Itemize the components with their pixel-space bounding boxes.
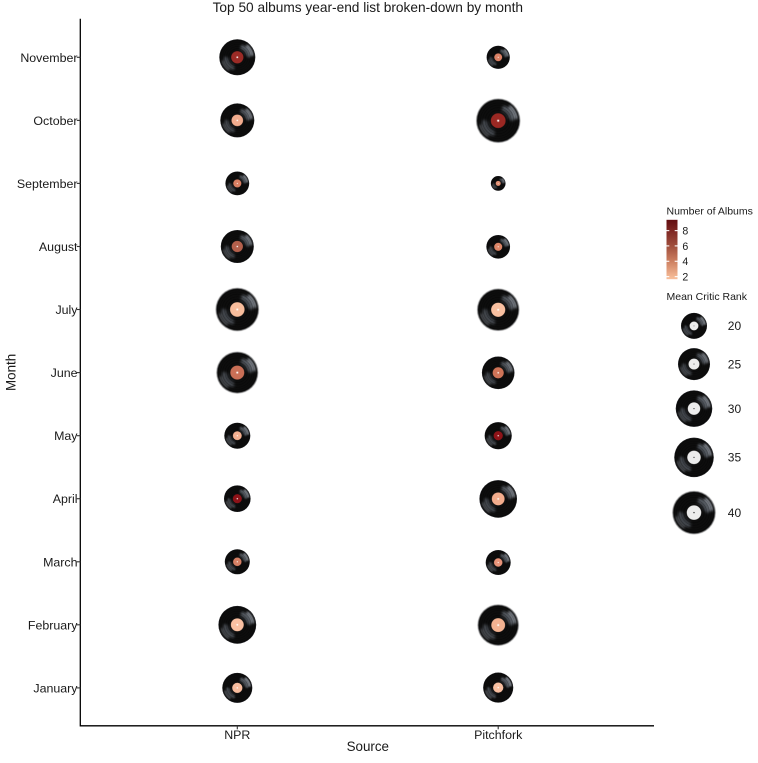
svg-text:June: June	[51, 366, 78, 380]
svg-text:February: February	[28, 618, 78, 632]
svg-text:6: 6	[682, 241, 688, 253]
svg-text:40: 40	[728, 506, 742, 520]
svg-text:30: 30	[728, 402, 742, 416]
svg-text:April: April	[53, 492, 78, 506]
svg-text:NPR: NPR	[224, 728, 250, 742]
svg-text:January: January	[33, 681, 78, 695]
svg-text:September: September	[17, 177, 78, 191]
svg-text:25: 25	[728, 357, 742, 371]
svg-text:Source: Source	[347, 739, 389, 754]
svg-text:October: October	[33, 114, 77, 128]
svg-text:Number of Albums: Number of Albums	[667, 205, 753, 217]
svg-text:Mean Critic Rank: Mean Critic Rank	[667, 291, 748, 303]
svg-text:2: 2	[682, 272, 688, 284]
svg-text:Top 50 albums year-end list br: Top 50 albums year-end list broken-down …	[213, 0, 523, 15]
svg-text:20: 20	[728, 319, 742, 333]
svg-text:August: August	[39, 240, 78, 254]
svg-text:March: March	[43, 555, 78, 569]
svg-text:8: 8	[682, 226, 688, 238]
svg-text:Month: Month	[3, 354, 18, 391]
svg-text:4: 4	[682, 256, 688, 268]
svg-text:35: 35	[728, 451, 742, 465]
svg-text:July: July	[55, 303, 78, 317]
svg-text:Pitchfork: Pitchfork	[474, 728, 523, 742]
svg-text:November: November	[20, 51, 77, 65]
svg-text:May: May	[54, 429, 78, 443]
